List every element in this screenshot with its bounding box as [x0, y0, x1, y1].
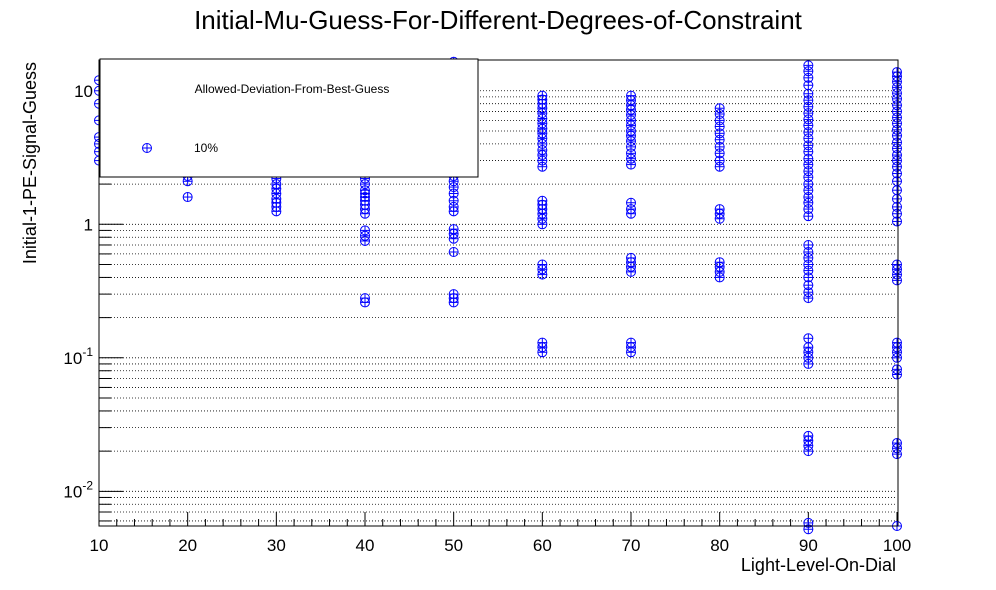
legend: Allowed-Deviation-From-Best-Guess 10% [99, 58, 479, 178]
data-point [803, 430, 814, 441]
data-point [448, 289, 459, 300]
data-point [714, 257, 725, 268]
data-point [360, 225, 370, 236]
data-point [892, 185, 902, 196]
x-tick-label: 60 [533, 536, 552, 555]
x-tick-label: 40 [356, 536, 375, 555]
legend-title: Allowed-Deviation-From-Best-Guess [195, 82, 390, 96]
x-tick-label: 100 [883, 536, 911, 555]
data-point [626, 90, 636, 101]
data-point [626, 337, 636, 348]
data-point [537, 90, 548, 101]
x-tick-label: 10 [90, 536, 109, 555]
data-point [892, 259, 902, 270]
y-tick-label: 1 [84, 215, 93, 234]
data-point [714, 103, 725, 114]
data-point [626, 252, 636, 263]
data-point [892, 193, 902, 204]
y-tick-label: 10-1 [63, 345, 93, 368]
x-tick-label: 70 [622, 536, 641, 555]
x-tick-label: 90 [799, 536, 818, 555]
data-point [892, 364, 902, 375]
data-point [892, 438, 902, 449]
data-point [360, 293, 370, 304]
plot-frame [98, 59, 899, 527]
legend-box [99, 58, 479, 178]
axes: 10-2 10-1 1 10 10 20 30 40 50 60 70 80 90 100 [63, 82, 911, 555]
x-tick-label: 80 [710, 536, 729, 555]
x-tick-label: 30 [267, 536, 286, 555]
y-axis-label: Initial-1-PE-Signal-Guess [20, 62, 40, 264]
x-tick-label: 50 [444, 536, 463, 555]
y-tick-label: 10-2 [63, 478, 93, 501]
data-point [714, 204, 725, 215]
legend-marker-10-percent [142, 143, 152, 153]
data-point [537, 195, 548, 206]
data-point [803, 88, 814, 99]
data-point [448, 224, 459, 235]
legend-entry-label: 10% [194, 141, 218, 155]
data-point [803, 239, 814, 250]
chart-title: Initial-Mu-Guess-For-Different-Degrees-o… [194, 5, 803, 35]
data-point [803, 333, 814, 344]
data-point [892, 337, 902, 348]
x-axis-label: Light-Level-On-Dial [741, 555, 896, 575]
data-point [537, 259, 548, 270]
data-point [803, 342, 814, 353]
data-point [803, 60, 814, 71]
data-point [892, 67, 902, 78]
data-point [537, 337, 548, 348]
data-point [448, 247, 459, 258]
data-point [626, 197, 636, 208]
data-point [182, 192, 193, 203]
y-tick-label: 10 [74, 82, 93, 101]
x-tick-label: 20 [178, 536, 197, 555]
